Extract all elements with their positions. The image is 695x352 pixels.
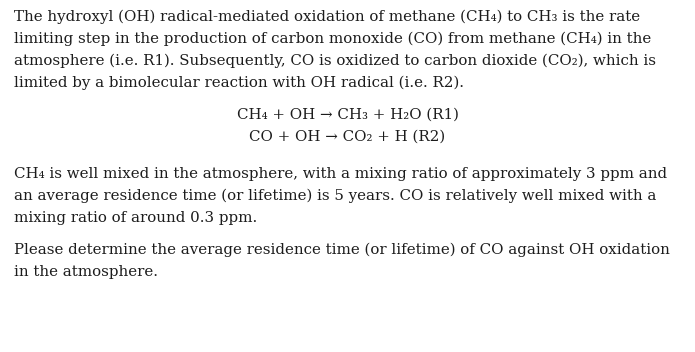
Text: CH₄ + OH → CH₃ + H₂O (R1): CH₄ + OH → CH₃ + H₂O (R1) — [236, 108, 459, 122]
Text: mixing ratio of around 0.3 ppm.: mixing ratio of around 0.3 ppm. — [14, 211, 257, 225]
Text: The hydroxyl (OH) radical-mediated oxidation of methane (CH₄) to CH₃ is the rate: The hydroxyl (OH) radical-mediated oxida… — [14, 10, 640, 24]
Text: CO + OH → CO₂ + H (R2): CO + OH → CO₂ + H (R2) — [250, 130, 445, 144]
Text: Please determine the average residence time (or lifetime) of CO against OH oxida: Please determine the average residence t… — [14, 243, 670, 257]
Text: atmosphere (i.e. R1). Subsequently, CO is oxidized to carbon dioxide (CO₂), whic: atmosphere (i.e. R1). Subsequently, CO i… — [14, 54, 656, 68]
Text: CH₄ is well mixed in the atmosphere, with a mixing ratio of approximately 3 ppm : CH₄ is well mixed in the atmosphere, wit… — [14, 167, 667, 181]
Text: limited by a bimolecular reaction with OH radical (i.e. R2).: limited by a bimolecular reaction with O… — [14, 76, 464, 90]
Text: an average residence time (or lifetime) is 5 years. CO is relatively well mixed : an average residence time (or lifetime) … — [14, 189, 656, 203]
Text: in the atmosphere.: in the atmosphere. — [14, 265, 158, 279]
Text: limiting step in the production of carbon monoxide (CO) from methane (CH₄) in th: limiting step in the production of carbo… — [14, 32, 651, 46]
